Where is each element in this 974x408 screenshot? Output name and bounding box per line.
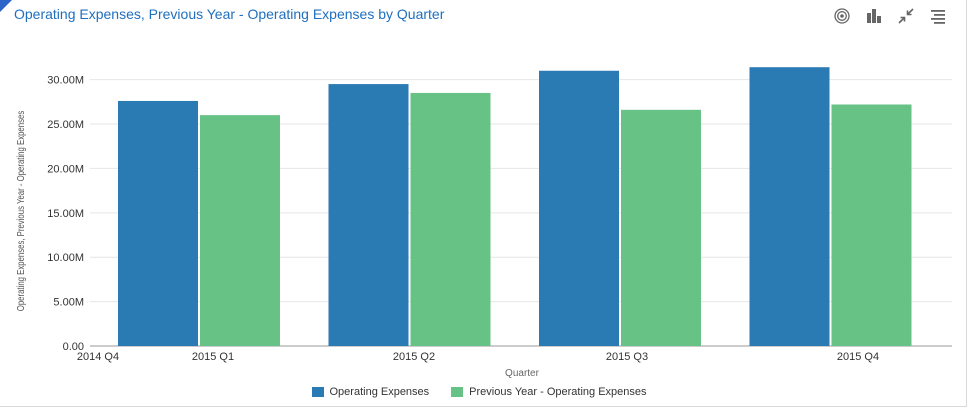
y-tick-label: 10.00M xyxy=(47,252,84,264)
legend-swatch xyxy=(451,387,464,397)
x-tick-label: 2015 Q2 xyxy=(393,351,435,363)
y-axis-ticks: 0.00 5.00M 10.00M 15.00M 20.00M 25.00M 30.00M xyxy=(47,75,84,353)
legend-item-operating-expenses[interactable]: Operating Expenses xyxy=(311,386,430,398)
bar-chart: 0.005.00M10.00M15.00M20.00M25.00M30.00M … xyxy=(15,67,952,379)
legend: Operating Expenses Previous Year - Opera… xyxy=(0,386,958,398)
bar[interactable] xyxy=(831,104,912,346)
bar[interactable] xyxy=(539,70,619,347)
y-tick-label: 25.00M xyxy=(47,119,84,131)
y-tick-label: 15.00M xyxy=(47,208,84,220)
panel-corner-marker xyxy=(0,0,12,12)
bar[interactable] xyxy=(200,115,280,346)
x-tick-label: 2014 Q4 xyxy=(77,351,119,363)
target-icon[interactable] xyxy=(832,6,852,26)
y-tick-label: 20.00M xyxy=(47,163,84,175)
legend-swatch xyxy=(311,387,324,397)
bar-chart-icon[interactable] xyxy=(864,6,884,26)
chart-title: Operating Expenses, Previous Year - Oper… xyxy=(14,6,445,22)
bars xyxy=(118,67,912,347)
y-tick-label: 30.00M xyxy=(47,75,84,87)
x-axis-ticks: 2014 Q4 2015 Q1 2015 Q2 2015 Q3 2015 Q4 xyxy=(77,351,879,363)
legend-item-previous-year[interactable]: Previous Year - Operating Expenses xyxy=(451,386,647,398)
bar[interactable] xyxy=(749,67,830,347)
y-axis-label: Operating Expenses, Previous Year - Oper… xyxy=(15,110,26,311)
chart-toolbar xyxy=(832,6,948,26)
bar[interactable] xyxy=(410,92,491,346)
bar[interactable] xyxy=(621,109,701,346)
x-tick-label: 2015 Q3 xyxy=(606,351,648,363)
menu-icon[interactable] xyxy=(928,6,948,26)
x-axis-label: Quarter xyxy=(505,368,540,379)
x-tick-label: 2015 Q1 xyxy=(192,351,234,363)
x-tick-label: 2015 Q4 xyxy=(837,351,879,363)
collapse-icon[interactable] xyxy=(896,6,916,26)
y-tick-label: 5.00M xyxy=(53,297,84,309)
bar[interactable] xyxy=(118,100,198,346)
bar[interactable] xyxy=(328,84,409,347)
legend-label: Operating Expenses xyxy=(329,386,430,398)
legend-label: Previous Year - Operating Expenses xyxy=(469,386,647,398)
y-tick-label: 0.00 xyxy=(63,341,84,353)
